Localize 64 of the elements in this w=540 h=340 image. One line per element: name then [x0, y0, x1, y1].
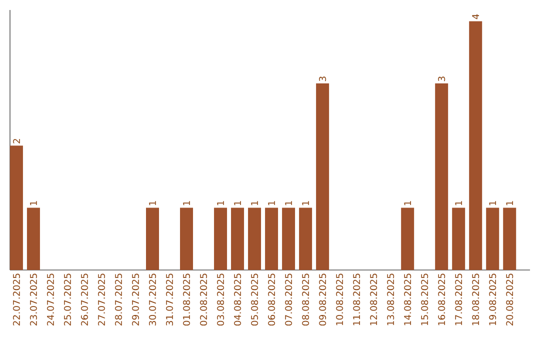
data-label: 1 — [404, 201, 411, 206]
x-tick-label: 05.08.2025 — [251, 274, 258, 326]
data-label: 1 — [251, 201, 258, 206]
x-tick-label: 19.08.2025 — [489, 274, 496, 326]
bar — [452, 208, 466, 270]
bar — [282, 208, 296, 270]
data-label: 1 — [30, 201, 37, 206]
data-label: 3 — [319, 76, 326, 82]
x-tick-label: 07.08.2025 — [285, 274, 292, 326]
x-tick-label: 04.08.2025 — [234, 274, 242, 326]
bar — [180, 208, 194, 270]
x-tick-label: 16.08.2025 — [438, 274, 446, 326]
data-label: 1 — [183, 201, 190, 206]
data-label: 1 — [506, 201, 513, 206]
bar — [248, 208, 262, 270]
bar — [146, 208, 159, 270]
data-label: 1 — [455, 201, 462, 206]
data-label: 3 — [438, 76, 446, 82]
data-label: 1 — [234, 201, 241, 206]
bar — [316, 83, 330, 270]
bar — [231, 208, 244, 270]
data-label: 1 — [149, 201, 156, 206]
x-tick-label: 27.07.2025 — [98, 274, 105, 326]
bar — [469, 21, 482, 270]
bar — [486, 208, 500, 270]
x-tick-label: 13.08.2025 — [387, 274, 394, 326]
bar — [10, 146, 23, 270]
x-tick-label: 31.07.2025 — [166, 274, 174, 326]
bar — [26, 208, 40, 270]
data-label: 1 — [489, 201, 496, 206]
x-tick-label: 20.08.2025 — [506, 274, 514, 326]
bar — [265, 208, 278, 270]
x-tick-label: 30.07.2025 — [148, 274, 156, 326]
x-tick-label: 24.07.2025 — [46, 274, 54, 326]
x-tick-label: 17.08.2025 — [455, 274, 462, 326]
x-tick-label: 25.07.2025 — [64, 274, 71, 326]
x-tick-label: 15.08.2025 — [421, 274, 428, 326]
x-tick-label: 11.08.2025 — [353, 274, 360, 326]
x-tick-label: 26.07.2025 — [80, 274, 88, 326]
x-tick-label: 12.08.2025 — [370, 274, 378, 326]
x-tick-label: 23.07.2025 — [30, 274, 37, 326]
x-tick-label: 22.07.2025 — [12, 274, 20, 326]
x-tick-label: 29.07.2025 — [132, 274, 140, 326]
data-label: 1 — [217, 201, 224, 206]
x-tick-label: 03.08.2025 — [217, 274, 224, 326]
data-label: 1 — [285, 201, 292, 206]
x-tick-label: 08.08.2025 — [302, 274, 310, 326]
bar — [503, 208, 516, 270]
x-tick-label: 14.08.2025 — [404, 274, 412, 326]
x-tick-label: 28.07.2025 — [114, 274, 122, 326]
data-label: 1 — [268, 201, 275, 206]
bar — [214, 208, 228, 270]
x-tick-label: 06.08.2025 — [268, 274, 276, 326]
x-tick-label: 10.08.2025 — [336, 274, 344, 326]
bar — [299, 208, 312, 270]
data-label: 4 — [472, 14, 479, 20]
x-tick-label: 02.08.2025 — [200, 274, 208, 326]
x-tick-label: 18.08.2025 — [472, 274, 480, 326]
x-tick-label: 01.08.2025 — [182, 274, 190, 326]
data-label: 2 — [13, 139, 20, 144]
bar — [401, 208, 414, 270]
data-label: 1 — [302, 201, 309, 206]
bar — [435, 83, 448, 270]
x-tick-label: 09.08.2025 — [319, 274, 326, 326]
